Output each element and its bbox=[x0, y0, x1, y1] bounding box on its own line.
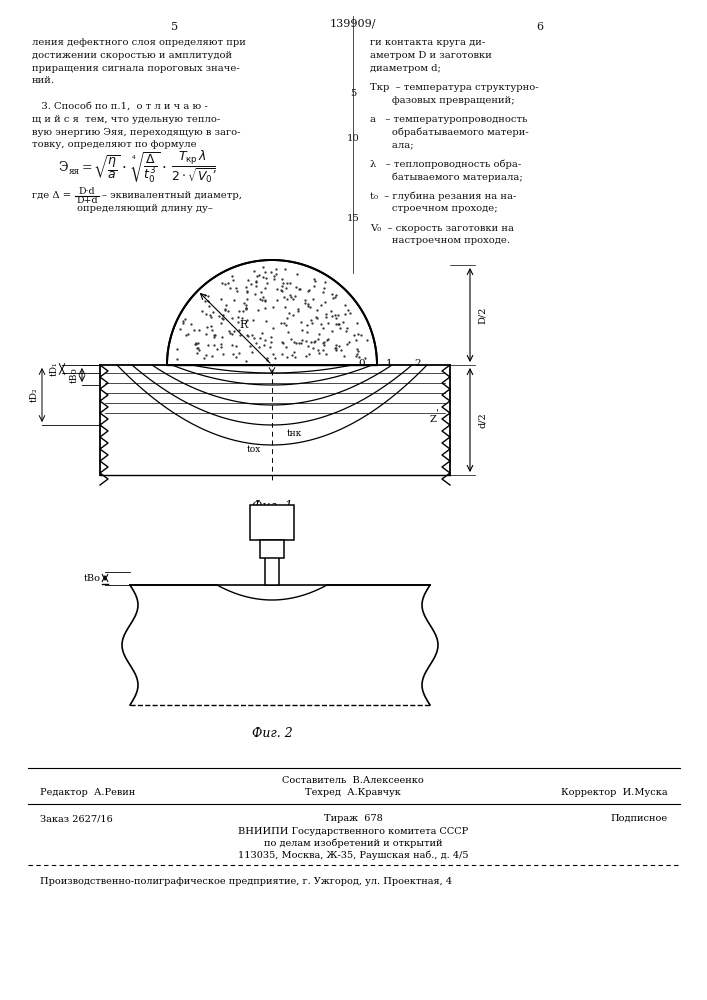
Text: 0: 0 bbox=[358, 359, 365, 367]
Text: 139909/: 139909/ bbox=[329, 18, 376, 28]
Text: ги контакта круга ди-: ги контакта круга ди- bbox=[370, 38, 485, 47]
Text: V₀  – скорость заготовки на: V₀ – скорость заготовки на bbox=[370, 224, 514, 233]
Text: ·: · bbox=[162, 161, 167, 175]
Text: 1: 1 bbox=[386, 359, 392, 367]
Text: настроечном проходе.: настроечном проходе. bbox=[370, 236, 510, 245]
Text: Подписное: Подписное bbox=[611, 814, 668, 823]
Text: tBo: tBo bbox=[70, 367, 79, 383]
Text: $\sqrt[4]{\dfrac{\Delta}{t_0^3}}$: $\sqrt[4]{\dfrac{\Delta}{t_0^3}}$ bbox=[130, 150, 160, 185]
Polygon shape bbox=[265, 540, 279, 585]
Text: батываемого материала;: батываемого материала; bbox=[370, 172, 522, 182]
Text: tD₂: tD₂ bbox=[30, 388, 39, 402]
Text: 5: 5 bbox=[350, 89, 356, 98]
Text: Тираж  678: Тираж 678 bbox=[324, 814, 382, 823]
Text: Составитель  В.Алексеенко: Составитель В.Алексеенко bbox=[282, 776, 424, 785]
Text: D/2: D/2 bbox=[478, 306, 487, 324]
Text: 15: 15 bbox=[346, 214, 359, 223]
Text: Производственно-полиграфическое предприятие, г. Ужгород, ул. Проектная, 4: Производственно-полиграфическое предприя… bbox=[40, 877, 452, 886]
Text: Редактор  А.Ревин: Редактор А.Ревин bbox=[40, 788, 135, 797]
Text: достижении скоростью и амплитудой: достижении скоростью и амплитудой bbox=[32, 51, 232, 60]
Text: tнк: tнк bbox=[286, 428, 302, 438]
Text: ний.: ний. bbox=[32, 76, 55, 85]
Text: ,: , bbox=[213, 161, 217, 174]
Text: Z: Z bbox=[430, 416, 437, 424]
Text: 3. Способ по п.1,  о т л и ч а ю -: 3. Способ по п.1, о т л и ч а ю - bbox=[32, 102, 208, 111]
Text: приращения сигнала пороговых значе-: приращения сигнала пороговых значе- bbox=[32, 64, 240, 73]
Text: $\dfrac{T_{\rm кр}\,\lambda}{2\cdot\sqrt{V_0}}$: $\dfrac{T_{\rm кр}\,\lambda}{2\cdot\sqrt… bbox=[171, 149, 216, 186]
Text: $\sqrt{\dfrac{\eta}{a}}$: $\sqrt{\dfrac{\eta}{a}}$ bbox=[93, 154, 121, 181]
Polygon shape bbox=[167, 260, 377, 365]
Text: d/2: d/2 bbox=[478, 412, 487, 428]
Text: Заказ 2627/16: Заказ 2627/16 bbox=[40, 814, 112, 823]
Text: Фиг. 1: Фиг. 1 bbox=[252, 500, 293, 513]
Text: фазовых превращений;: фазовых превращений; bbox=[370, 96, 515, 105]
Text: Техред  А.Кравчук: Техред А.Кравчук bbox=[305, 788, 401, 797]
Text: t₀  – глубина резания на на-: t₀ – глубина резания на на- bbox=[370, 192, 516, 201]
Text: диаметром d;: диаметром d; bbox=[370, 64, 441, 73]
Text: товку, определяют по формуле: товку, определяют по формуле bbox=[32, 140, 197, 149]
Text: вую энергию Эяя, переходящую в заго-: вую энергию Эяя, переходящую в заго- bbox=[32, 128, 240, 137]
Text: Э: Э bbox=[58, 161, 67, 174]
Text: 113035, Москва, Ж-35, Раушская наб., д. 4/5: 113035, Москва, Ж-35, Раушская наб., д. … bbox=[238, 851, 468, 860]
Text: =: = bbox=[82, 161, 93, 174]
Text: где Δ =: где Δ = bbox=[32, 191, 71, 200]
Text: Tкр  – температура структурно-: Tкр – температура структурно- bbox=[370, 83, 539, 92]
Text: ВНИИПИ Государственного комитета СССР: ВНИИПИ Государственного комитета СССР bbox=[238, 827, 468, 836]
Text: ·: · bbox=[122, 161, 127, 175]
Text: a   – температуропроводность: a – температуропроводность bbox=[370, 115, 527, 124]
Text: 5: 5 bbox=[171, 22, 179, 32]
Text: обрабатываемого матери-: обрабатываемого матери- bbox=[370, 128, 529, 137]
Text: – эквивалентный диаметр,: – эквивалентный диаметр, bbox=[102, 191, 242, 200]
Text: по делам изобретений и открытий: по делам изобретений и открытий bbox=[264, 839, 443, 848]
Text: Корректор  И.Муска: Корректор И.Муска bbox=[561, 788, 668, 797]
Text: 6: 6 bbox=[537, 22, 544, 32]
Text: ала;: ала; bbox=[370, 140, 414, 149]
Text: 2: 2 bbox=[414, 359, 421, 367]
Text: λ   – теплопроводность обра-: λ – теплопроводность обра- bbox=[370, 160, 521, 169]
Text: tD₁: tD₁ bbox=[50, 362, 59, 376]
Text: tox: tox bbox=[247, 444, 261, 454]
Text: 10: 10 bbox=[346, 134, 359, 143]
Text: ления дефектного слоя определяют при: ления дефектного слоя определяют при bbox=[32, 38, 246, 47]
Text: аметром D и заготовки: аметром D и заготовки bbox=[370, 51, 492, 60]
Polygon shape bbox=[250, 505, 294, 540]
Text: Фиг. 2: Фиг. 2 bbox=[252, 727, 293, 740]
Text: щ и й с я  тем, что удельную тепло-: щ и й с я тем, что удельную тепло- bbox=[32, 115, 221, 124]
Text: определяющий длину ду–: определяющий длину ду– bbox=[77, 204, 213, 213]
Text: D·d: D·d bbox=[78, 187, 95, 196]
Text: R: R bbox=[240, 320, 248, 330]
Text: ': ' bbox=[436, 408, 439, 418]
Text: D+d: D+d bbox=[76, 196, 98, 205]
Text: строечном проходе;: строечном проходе; bbox=[370, 204, 498, 213]
Text: яя: яя bbox=[69, 167, 81, 176]
Polygon shape bbox=[260, 540, 284, 558]
Text: tBo: tBo bbox=[84, 574, 101, 583]
